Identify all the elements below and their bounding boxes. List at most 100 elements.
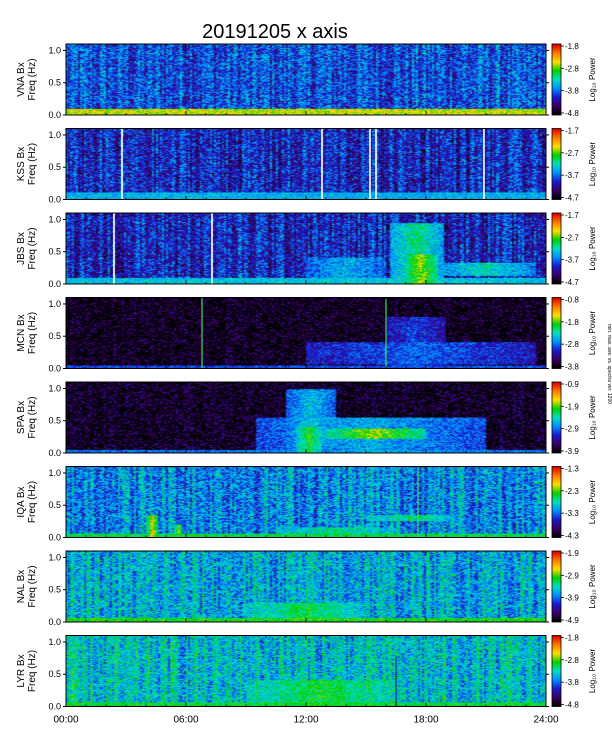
colorbar-tick-label: -1.3 <box>565 465 579 474</box>
panel-ylabel-freq: Freq (Hz) <box>27 143 38 185</box>
colorbar-tick-label: -1.9 <box>565 549 579 558</box>
panel-jbs: 0.0 0.5 1.0 JBS Bx Freq (Hz) -1.7 -2.7 -3.7 -4.7… <box>16 211 597 289</box>
panel-ylabel-station: JBS Bx <box>16 232 27 265</box>
colorbar-tick-label: -1.8 <box>565 42 579 51</box>
y-tick-label: 0.0 <box>48 533 61 543</box>
colorbar-label: Log₁₀ Power <box>588 395 597 440</box>
panel-ylabel-freq: Freq (Hz) <box>27 58 38 100</box>
colorbar-frame <box>551 381 562 454</box>
spectrogram-iqa <box>66 466 546 538</box>
colorbar-tick-label: -1.9 <box>565 402 579 411</box>
colorbar-tick-label: -4.9 <box>565 616 579 625</box>
colorbar-tick-label: -2.9 <box>565 425 579 434</box>
colorbar-label: Log₁₀ Power <box>588 57 597 102</box>
colorbar-label: Log₁₀ Power <box>588 649 597 694</box>
spectrogram-spa <box>66 382 546 453</box>
colorbar-tick-label: -2.7 <box>565 149 579 158</box>
colorbar-tick-label: -1.8 <box>565 318 579 327</box>
colorbar-frame <box>551 550 562 623</box>
x-tick-label: 12:00 <box>293 715 318 726</box>
y-tick-label: 0.5 <box>48 585 61 595</box>
colorbar-label: Log₁₀ Power <box>588 311 597 356</box>
colorbar-tick-label: -3.7 <box>565 256 579 265</box>
colorbar <box>552 382 561 453</box>
colorbar-tick-label: -0.8 <box>565 296 579 305</box>
panel-vna: 0.0 0.5 1.0 VNA Bx Freq (Hz) -1.8 -2.8 -3.8 -4.8… <box>16 42 597 120</box>
chart-title: 20191205 x axis <box>202 21 348 43</box>
panel-ylabel-freq: Freq (Hz) <box>27 481 38 523</box>
colorbar-tick-label: -2.3 <box>565 487 579 496</box>
spectrogram-lyr <box>66 635 546 707</box>
colorbar-tick-label: -2.7 <box>565 233 579 242</box>
y-tick-label: 0.0 <box>48 195 61 205</box>
y-tick-label: 0.0 <box>48 617 61 627</box>
panel-ylabel-station: KSS Bx <box>16 147 27 181</box>
colorbar <box>552 551 561 622</box>
colorbar-tick-label: -4.7 <box>565 278 579 287</box>
colorbar <box>552 466 561 538</box>
panel-lyr: 0.0 0.5 1.0 LYR Bx Freq (Hz) -1.8 -2.8 -3.8 -4.8… <box>16 634 597 712</box>
colorbar-tick-label: -4.7 <box>565 194 579 203</box>
colorbar-label: Log₁₀ Power <box>588 480 597 525</box>
colorbar-tick-label: -1.7 <box>565 127 579 136</box>
y-tick-label: 0.0 <box>48 110 61 120</box>
colorbar-label: Log₁₀ Power <box>588 142 597 187</box>
colorbar-tick-label: -4.8 <box>565 701 579 710</box>
panel-ylabel-station: NAL Bx <box>16 570 27 604</box>
x-tick-label: 18:00 <box>413 715 438 726</box>
y-tick-label: 1.0 <box>48 552 61 562</box>
colorbar-tick-label: -2.8 <box>565 64 579 73</box>
panel-ylabel-station: LYR Bx <box>16 654 27 687</box>
y-tick-label: 0.0 <box>48 448 61 458</box>
panel-ylabel-freq: Freq (Hz) <box>27 312 38 354</box>
panel-ylabel-freq: Freq (Hz) <box>27 565 38 607</box>
colorbar-tick-label: -3.8 <box>565 363 579 372</box>
y-tick-label: 1.0 <box>48 468 61 478</box>
colorbar-frame <box>551 128 562 200</box>
colorbar <box>552 297 561 369</box>
colorbar-tick-label: -3.8 <box>565 87 579 96</box>
spectrogram-vna <box>66 44 546 115</box>
y-tick-label: 0.0 <box>48 279 61 289</box>
panel-ylabel-freq: Freq (Hz) <box>27 396 38 438</box>
panel-ylabel-station: IQA Bx <box>16 486 27 517</box>
spectrogram-jbs <box>66 213 546 284</box>
panel-ylabel-station: VNA Bx <box>16 62 27 96</box>
y-tick-label: 1.0 <box>48 45 61 55</box>
y-tick-label: 0.5 <box>48 669 61 679</box>
colorbar-tick-label: -2.9 <box>565 571 579 580</box>
colorbar-tick-label: -3.7 <box>565 171 579 180</box>
colorbar-tick-label: -3.9 <box>565 594 579 603</box>
colorbar <box>552 128 561 200</box>
colorbar <box>552 213 561 284</box>
panel-ylabel-freq: Freq (Hz) <box>27 650 38 692</box>
x-tick-label: 24:00 <box>533 715 558 726</box>
y-tick-label: 0.5 <box>48 162 61 172</box>
colorbar-tick-label: -4.8 <box>565 109 579 118</box>
panel-ylabel-station: MCN Bx <box>16 314 27 351</box>
y-tick-label: 0.0 <box>48 702 61 712</box>
y-tick-label: 0.5 <box>48 500 61 510</box>
colorbar-tick-label: -0.9 <box>565 380 579 389</box>
panel-mcn: 0.0 0.5 1.0 MCN Bx Freq (Hz) -0.8 -1.8 -2.8 -3.8… <box>16 296 597 374</box>
y-tick-label: 0.5 <box>48 247 61 257</box>
colorbar <box>552 635 561 707</box>
side-note: min. max. ave. vs. spectra ver. 1200 <box>606 324 612 404</box>
x-tick-label: 00:00 <box>53 715 78 726</box>
colorbar-label: Log₁₀ Power <box>588 564 597 609</box>
colorbar-tick-label: -3.8 <box>565 678 579 687</box>
y-tick-label: 0.0 <box>48 364 61 374</box>
spectrogram-kss <box>66 128 546 200</box>
y-tick-label: 1.0 <box>48 214 61 224</box>
colorbar <box>552 44 561 115</box>
panel-ylabel-station: SPA Bx <box>16 401 27 434</box>
colorbar-frame <box>551 43 562 116</box>
colorbar-label: Log₁₀ Power <box>588 226 597 271</box>
spectrogram-mcn <box>66 297 546 369</box>
colorbar-tick-label: -3.9 <box>565 447 579 456</box>
colorbar-frame <box>551 212 562 285</box>
colorbar-frame <box>551 635 562 707</box>
y-tick-label: 0.5 <box>48 416 61 426</box>
colorbar-tick-label: -3.3 <box>565 509 579 518</box>
